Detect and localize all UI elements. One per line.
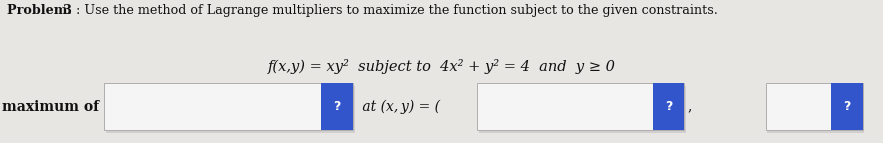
Bar — [831, 83, 863, 130]
Text: at (x, y) = (: at (x, y) = ( — [358, 99, 440, 114]
Text: ,: , — [688, 100, 692, 114]
Bar — [767, 86, 864, 133]
Bar — [479, 86, 686, 133]
Bar — [653, 83, 684, 130]
Text: ?: ? — [843, 100, 850, 113]
Text: Problem.: Problem. — [7, 4, 81, 17]
Text: maximum of: maximum of — [2, 100, 99, 114]
Bar — [766, 83, 863, 130]
Text: : Use the method of Lagrange multipliers to maximize the function subject to the: : Use the method of Lagrange multipliers… — [72, 4, 718, 17]
Text: ?: ? — [665, 100, 672, 113]
Bar — [321, 83, 353, 130]
Text: ?: ? — [334, 100, 341, 113]
Text: f(x,y) = xy²  subject to  4x² + y² = 4  and  y ≥ 0: f(x,y) = xy² subject to 4x² + y² = 4 and… — [268, 59, 615, 74]
Text: 3: 3 — [62, 4, 71, 17]
Bar — [477, 83, 684, 130]
Bar — [104, 83, 353, 130]
Bar — [106, 86, 355, 133]
